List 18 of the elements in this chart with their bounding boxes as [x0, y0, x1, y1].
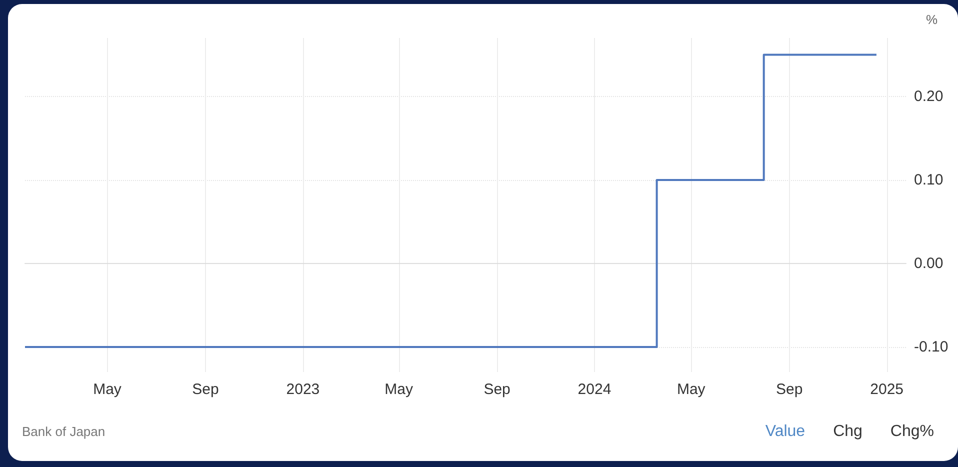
y-tick-label: 0.20: [914, 88, 944, 105]
y-axis-title: %: [926, 12, 938, 27]
text: Chg%: [890, 423, 934, 441]
text: Bank of Japan: [22, 424, 106, 439]
x-tick-label: May: [676, 381, 706, 398]
text: Chg: [833, 423, 862, 441]
x-tick-label: Sep: [776, 381, 803, 398]
x-tick-label: 2024: [578, 381, 612, 398]
y-tick-label: 0.10: [914, 171, 944, 188]
x-tick-label: May: [384, 381, 414, 398]
y-tick-label: 0.00: [914, 254, 944, 272]
x-tick-label: Sep: [192, 381, 219, 398]
x-tick-label: Sep: [484, 381, 510, 398]
x-tick-label: 2025: [870, 381, 904, 398]
text: Value: [765, 423, 806, 441]
y-tick-label: -0.10: [914, 338, 948, 356]
x-tick-label: May: [93, 381, 122, 398]
x-tick-label: 2023: [286, 381, 320, 398]
